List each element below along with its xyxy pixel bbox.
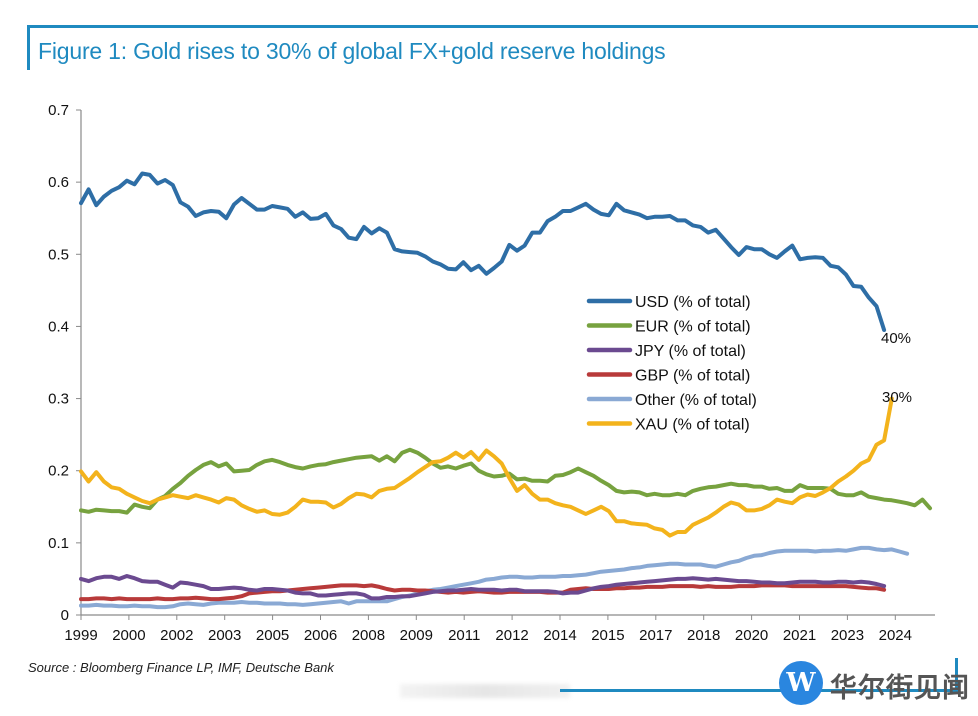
y-tick-label: 0.3 [48,391,69,408]
x-tick-label: 2023 [831,627,864,644]
series-line-other [79,545,910,610]
x-tick-label: 2003 [208,627,241,644]
x-tick-label: 2008 [352,627,385,644]
x-tick-label: 2005 [256,627,289,644]
legend: USD (% of total) EUR (% of total) JPY (% o… [586,294,757,434]
x-tick-label: 2018 [687,627,720,644]
x-tick-label: 2024 [879,627,912,644]
y-tick-label: 0.5 [48,246,69,263]
axes: 0 0.1 0.2 0.3 0.4 0.5 0.6 0.7 1999 2000 2002 2003 20… [48,102,935,644]
legend-label-eur: EUR (% of total) [635,319,751,336]
series-line-xau [79,396,894,538]
x-tick-label: 2015 [591,627,624,644]
watermark-text: 华尔街见闻 [830,673,970,704]
legend-label-other: Other (% of total) [635,392,757,409]
legend-label-jpy: JPY (% of total) [635,343,746,360]
x-tick-label: 2000 [112,627,145,644]
watermark-logo-icon: W [779,661,823,705]
source-note: Source : Bloomberg Finance LP, IMF, Deut… [28,660,334,675]
x-tick-label: 2011 [448,627,480,644]
y-tick-label: 0.1 [48,535,69,552]
legend-label-xau: XAU (% of total) [635,417,750,434]
bottom-blur [400,684,570,698]
legend-label-usd: USD (% of total) [635,294,751,311]
x-tick-label: 2014 [543,627,576,644]
annotation-xau: 30% [882,389,912,406]
series-line-jpy [79,574,887,601]
annotation-usd: 40% [881,330,911,347]
title-side-rule [27,25,30,70]
y-tick-label: 0.6 [48,174,69,191]
title-top-rule [27,25,978,28]
x-tick-label: 2021 [783,627,816,644]
x-tick-label: 2006 [304,627,337,644]
series-line-eur [79,447,932,515]
y-tick-label: 0.2 [48,463,69,480]
y-tick-label: 0.7 [48,102,69,119]
x-tick-label: 2009 [400,627,433,644]
series-lines [79,171,932,610]
y-tick-label: 0.4 [48,318,69,335]
x-tick-label: 2002 [160,627,193,644]
chart-title: Figure 1: Gold rises to 30% of global FX… [38,38,666,64]
footer-rule [560,689,960,692]
footer-rule-end [955,658,958,692]
legend-label-gbp: GBP (% of total) [635,368,750,385]
x-tick-label: 2012 [495,627,528,644]
x-tick-label: 2017 [639,627,672,644]
x-tick-label: 2020 [735,627,768,644]
y-tick-label: 0 [61,607,69,624]
annotations: 40% 30% [881,330,912,406]
x-tick-label: 1999 [64,627,97,644]
series-line-usd [79,171,887,332]
